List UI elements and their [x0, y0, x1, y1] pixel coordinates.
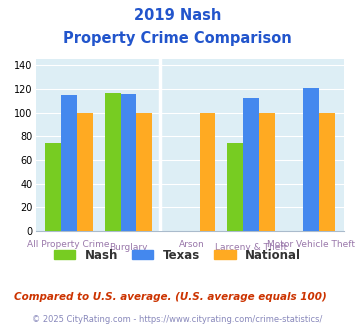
Text: 2019 Nash: 2019 Nash: [134, 8, 221, 23]
Text: Larceny & Theft: Larceny & Theft: [215, 243, 288, 252]
Bar: [120, 94, 136, 231]
Text: Motor Vehicle Theft: Motor Vehicle Theft: [267, 241, 355, 249]
Bar: [200, 113, 215, 231]
Text: Property Crime Comparison: Property Crime Comparison: [63, 31, 292, 46]
Bar: [136, 113, 152, 231]
Bar: [228, 144, 244, 231]
Text: Arson: Arson: [179, 241, 204, 249]
Bar: [45, 144, 61, 231]
Legend: Nash, Texas, National: Nash, Texas, National: [49, 244, 306, 266]
Bar: [61, 95, 77, 231]
Bar: [260, 113, 275, 231]
Bar: [244, 98, 260, 231]
Bar: [319, 113, 335, 231]
Text: Burglary: Burglary: [109, 243, 148, 252]
Text: © 2025 CityRating.com - https://www.cityrating.com/crime-statistics/: © 2025 CityRating.com - https://www.city…: [32, 315, 323, 324]
Text: Compared to U.S. average. (U.S. average equals 100): Compared to U.S. average. (U.S. average …: [14, 292, 327, 302]
Text: All Property Crime: All Property Crime: [27, 241, 110, 249]
Bar: [105, 92, 120, 231]
Bar: [303, 88, 319, 231]
Bar: [77, 113, 93, 231]
